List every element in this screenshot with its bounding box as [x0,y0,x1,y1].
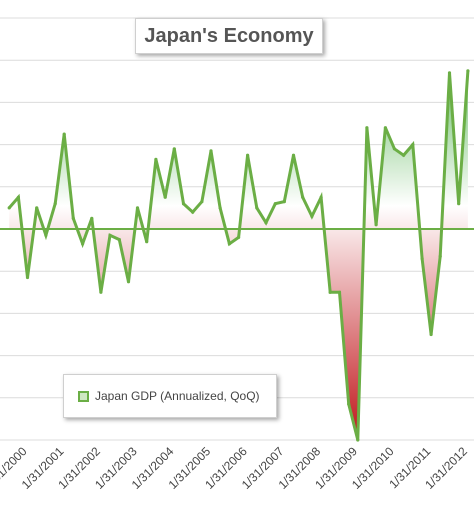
x-tick-labels: 1/31/19991/31/20001/31/20011/31/20021/31… [0,444,470,492]
data-point [374,223,378,227]
data-point [154,157,158,161]
negative-fill [9,206,468,440]
data-point [392,147,396,151]
data-point [62,132,66,136]
data-point [466,69,470,73]
data-point [429,332,433,337]
data-point [108,233,112,237]
data-point [337,290,342,294]
legend-swatch-icon [78,390,89,402]
data-point [301,195,305,199]
data-point [291,153,296,157]
data-point [218,206,222,210]
data-point [117,238,121,242]
data-point [457,202,461,206]
data-point [44,233,48,237]
data-point [264,221,268,225]
data-point [328,290,332,294]
data-point [145,240,149,244]
data-point [209,149,213,153]
data-point [411,143,415,147]
data-point [163,195,167,199]
chart-title: Japan's Economy [135,18,323,54]
data-point [319,195,323,199]
data-point [383,126,387,130]
data-point [200,200,204,204]
data-point [90,216,94,220]
data-point [172,147,176,151]
data-point [181,202,186,206]
data-point [365,126,369,130]
negative-area [9,206,468,440]
data-point [246,153,250,157]
data-point [53,202,57,206]
data-point [438,254,442,258]
data-point [7,206,11,210]
data-point [191,210,195,214]
legend: Japan GDP (Annualized, QoQ) [63,374,277,418]
data-point [25,275,30,280]
data-point [273,202,277,206]
data-point [135,206,140,210]
data-point [99,290,103,294]
data-point [347,402,351,406]
data-points [7,69,470,442]
legend-label: Japan GDP (Annualized, QoQ) [95,389,260,403]
data-point [16,195,20,199]
data-point [126,280,131,284]
data-point [356,438,360,442]
data-point [310,214,314,218]
data-point [227,242,231,246]
data-point [282,200,286,204]
data-point [237,235,241,239]
data-point [402,153,406,157]
data-point [71,216,75,220]
data-point [81,242,85,246]
data-point [255,206,259,210]
data-point [35,206,39,210]
data-point [420,256,424,261]
data-point [447,71,452,75]
